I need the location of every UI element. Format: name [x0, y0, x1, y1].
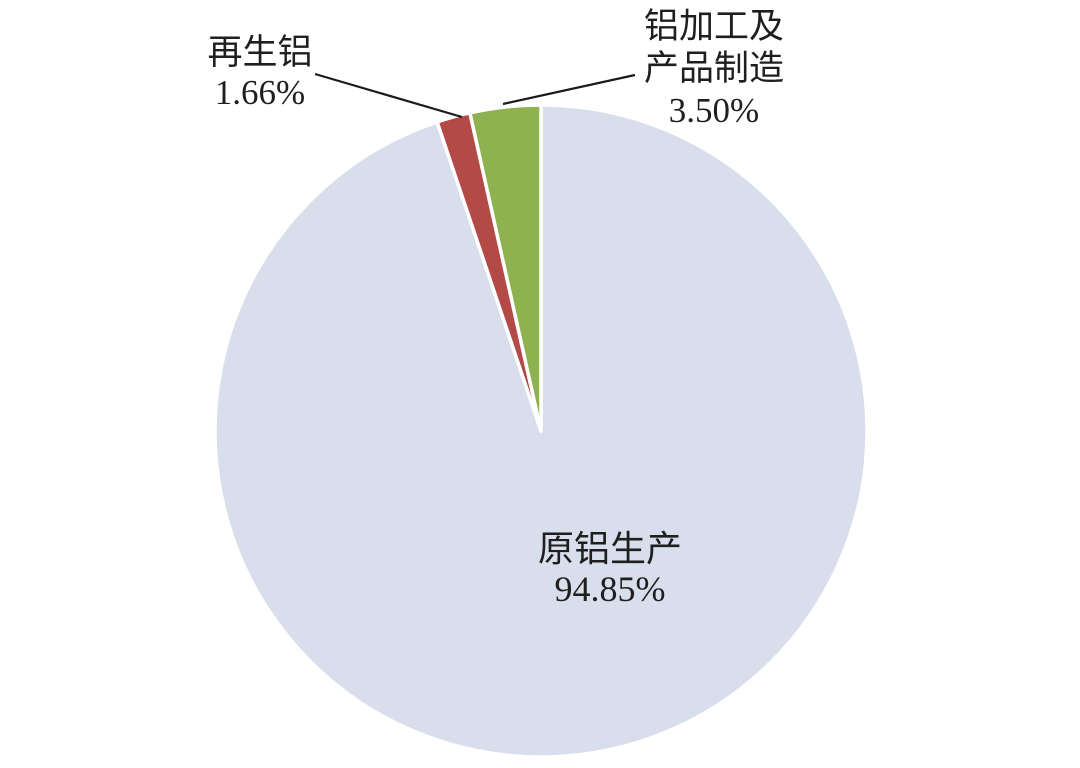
label-primary-name: 原铝生产 [537, 529, 682, 569]
callout-processing-label-line2: 产品制造 [643, 49, 784, 88]
callout-processing-value: 3.50% [668, 91, 760, 130]
callout-recycled-label: 再生铝 [207, 33, 313, 72]
callout-recycled-value: 1.66% [214, 72, 306, 112]
callout-processing-label-line1: 铝加工及 [643, 7, 784, 46]
leader-line-recycled [314, 72, 463, 119]
pie-slices [213, 103, 869, 759]
label-primary-value: 94.85% [554, 569, 666, 610]
callout-recycled-aluminum: 再生铝 1.66% [160, 33, 360, 112]
pie-slice-primary-aluminum-production [213, 103, 869, 759]
label-primary-aluminum: 原铝生产 94.85% [508, 529, 712, 610]
callout-aluminum-processing: 铝加工及 产品制造 3.50% [612, 6, 816, 132]
leader-line-processing [502, 73, 636, 106]
pie-slice-aluminum-processing-manufacturing [468, 103, 543, 433]
